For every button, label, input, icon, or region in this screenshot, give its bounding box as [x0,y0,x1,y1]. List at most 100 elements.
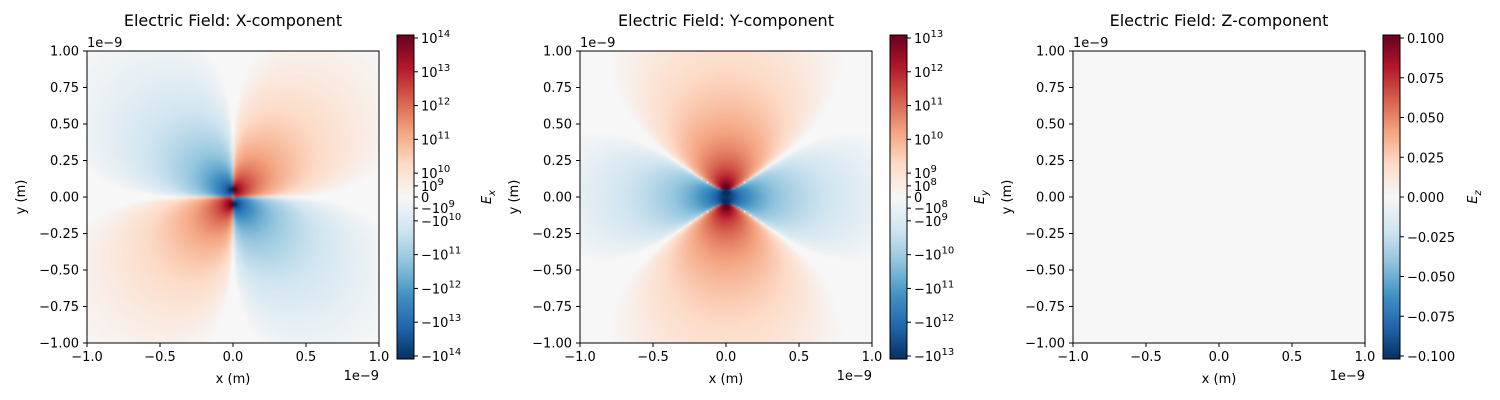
heatmap-image [580,51,872,343]
colorbar-label-main: E [973,195,988,204]
y-tick-label: −0.25 [1025,227,1065,242]
y-tick-label: 0.25 [543,154,572,169]
colorbar-tick-exponent: 11 [448,246,461,257]
colorbar-tick-exponent: 9 [438,177,444,188]
x-tick-label: −1.0 [1057,350,1089,365]
y-axis-label: y (m) [14,180,29,215]
colorbar-tick-base: 10 [925,202,942,217]
colorbar-tick-label: −1011 [914,279,954,297]
x-tick-label: −0.5 [637,350,669,365]
x-tick-label: 0.0 [716,350,737,365]
x-tick-label: 0.5 [1282,350,1303,365]
x-tick-label: 1.0 [862,350,883,365]
colorbar-tick-label: 1012 [421,97,450,115]
colorbar-tick-label: −1010 [914,246,954,264]
colorbar-tick-label: −1010 [421,212,461,230]
colorbar-tick-base: 0.000 [1407,191,1444,206]
colorbar-tick-base: −0.025 [1407,231,1455,246]
colorbar-tick-exponent: 11 [931,97,944,108]
colorbar-tick-sign: − [914,202,925,217]
y-tick-label: 0.00 [50,191,79,206]
colorbar-tick-label: 0.075 [1407,72,1444,87]
chart-title: Electric Field: X-component [124,11,342,30]
colorbar-tick-exponent: 10 [941,246,954,257]
colorbar-tick-label: −1012 [914,313,954,331]
colorbar-tick-base: −0.100 [1407,350,1455,365]
colorbar-tick-label: 109 [914,164,937,182]
colorbar-tick-base: 10 [925,316,942,331]
colorbar-tick-base: 10 [925,350,942,365]
x-offset-text: 1e−9 [344,369,379,384]
colorbar-tick-sign: − [914,249,925,264]
colorbar-tick-label: −1011 [421,246,461,264]
x-tick-label: −0.5 [1130,350,1162,365]
colorbar-tick-base: 10 [925,215,942,230]
x-tick-label: 0.0 [1209,350,1230,365]
colorbar-tick-base: 10 [925,249,942,264]
colorbar-label: Ez [1466,190,1484,204]
y-tick-label: −0.75 [39,300,79,315]
colorbar-tick-base: 0 [421,191,429,206]
colorbar-tick-exponent: 8 [941,199,947,210]
colorbar-tick-exponent: 13 [448,313,461,324]
y-tick-label: −1.00 [39,337,79,352]
colorbar-tick-exponent: 11 [438,130,451,141]
colorbar [1382,34,1401,360]
colorbar-tick-base: 10 [421,180,438,195]
chart-panel-1: Electric Field: X-component−1.0 −0.5 0.0 0.… [14,11,498,387]
colorbar [396,34,415,360]
y-axis-label: y (m) [1000,180,1015,215]
colorbar-tick-label: 0 [914,191,922,206]
colorbar-label-sub: x [487,190,498,197]
x-tick-label: −1.0 [71,350,103,365]
colorbar-tick-exponent: 9 [941,212,947,223]
colorbar-tick-base: 10 [914,66,931,81]
y-tick-label: 1.00 [543,45,572,60]
colorbar-tick-label: −109 [914,212,948,230]
x-offset-text: 1e−9 [837,369,872,384]
colorbar-tick-base: 10 [914,167,931,182]
colorbar-tick-sign: − [914,350,925,365]
colorbar-label-sub: y [980,189,991,197]
colorbar [889,34,908,360]
colorbar-tick-sign: − [914,316,925,331]
colorbar-tick-sign: − [421,215,432,230]
colorbar-tick-base: 10 [925,282,942,297]
colorbar-tick-exponent: 11 [941,279,954,290]
y-tick-label: −0.50 [532,264,572,279]
x-tick-label: −0.5 [144,350,176,365]
colorbar-tick-base: 10 [432,202,449,217]
colorbar-tick-base: 10 [421,32,438,47]
colorbar-tick-sign: − [421,282,432,297]
colorbar-tick-label: 0.100 [1407,32,1444,47]
x-axis-label: x (m) [709,372,744,387]
x-tick-label: 1.0 [369,350,390,365]
colorbar-tick-base: 10 [432,350,449,365]
colorbar-tick-label: −109 [421,199,455,217]
colorbar-tick-base: 10 [421,66,438,81]
colorbar-tick-exponent: 13 [941,347,954,358]
colorbar-label-main: E [480,195,495,204]
colorbar-tick-base: 10 [914,133,931,148]
colorbar-tick-label: −0.050 [1407,271,1455,286]
colorbar-tick-label: 1011 [914,97,943,115]
y-tick-label: 0.50 [50,118,79,133]
colorbar-tick-exponent: 12 [448,279,461,290]
y-tick-label: 0.25 [50,154,79,169]
colorbar-tick-exponent: 9 [931,164,937,175]
colorbar-tick-label: 0.000 [1407,191,1444,206]
y-tick-label: 0.75 [50,81,79,96]
colorbar-tick-label: −0.100 [1407,350,1455,365]
colorbar-tick-base: 10 [914,100,931,115]
colorbar-tick-base: 10 [914,180,931,195]
colorbar-tick-label: 1010 [421,164,450,182]
y-offset-text: 1e−9 [1073,36,1108,51]
colorbar-tick-base: 10 [421,133,438,148]
y-tick-label: −0.25 [532,227,572,242]
y-tick-label: 0.00 [543,191,572,206]
colorbar-tick-sign: − [421,316,432,331]
colorbar-tick-base: 0.075 [1407,72,1444,87]
colorbar-tick-label: −1013 [914,347,954,365]
y-tick-label: −0.50 [39,264,79,279]
